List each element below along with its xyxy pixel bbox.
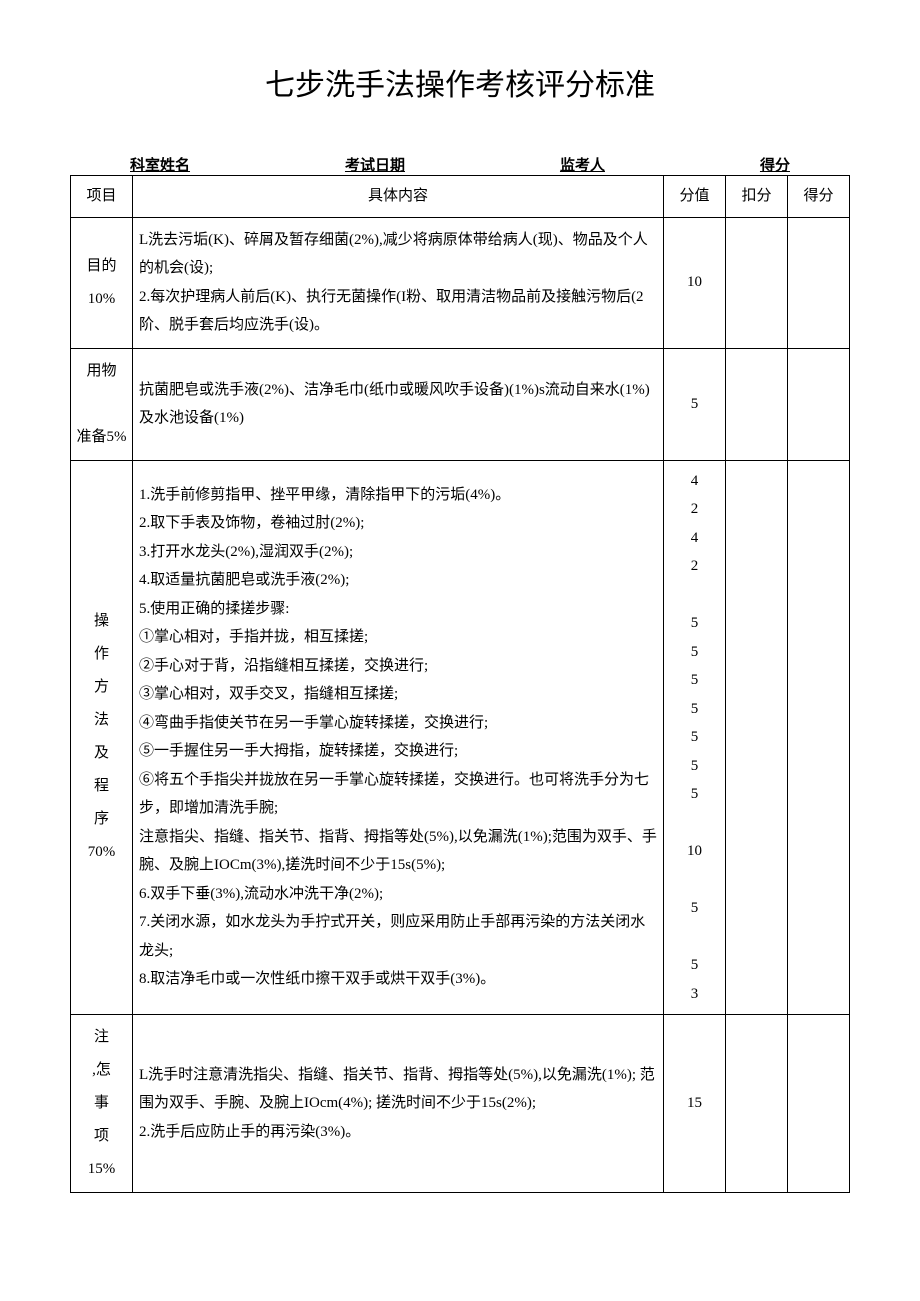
score-cell: 15 (664, 1015, 726, 1193)
score-cell: 5 (664, 348, 726, 460)
page-title: 七步洗手法操作考核评分标准 (70, 60, 850, 104)
deduct-cell (726, 217, 788, 348)
table-header-row: 项目 具体内容 分值 扣分 得分 (71, 176, 850, 218)
header-deduct: 扣分 (726, 176, 788, 218)
exam-date-label: 考试日期 (345, 154, 405, 175)
table-row: 目的 10% L洗去污垢(K)、碎屑及暂存细菌(2%),减少将病原体带给病人(现… (71, 217, 850, 348)
header-value: 分值 (664, 176, 726, 218)
table-row: 注 ,怎 事 项 15% L洗手时注意清洗指尖、指缝、指关节、指背、拇指等处(5… (71, 1015, 850, 1193)
got-cell (788, 460, 850, 1015)
project-cell: 操 作 方 法 及 程 序 70% (71, 460, 133, 1015)
proctor-label: 监考人 (560, 154, 605, 175)
content-cell: L洗手时注意清洗指尖、指缝、指关节、指背、拇指等处(5%),以免漏洗(1%); … (133, 1015, 664, 1193)
evaluation-table: 项目 具体内容 分值 扣分 得分 目的 10% L洗去污垢(K)、碎屑及暂存细菌… (70, 175, 850, 1193)
header-got: 得分 (788, 176, 850, 218)
content-cell: 抗菌肥皂或洗手液(2%)、洁净毛巾(纸巾或暖风吹手设备)(1%)s流动自来水(1… (133, 348, 664, 460)
header-content: 具体内容 (133, 176, 664, 218)
project-cell: 目的 10% (71, 217, 133, 348)
content-cell: 1.洗手前修剪指甲、挫平甲缘，清除指甲下的污垢(4%)。 2.取下手表及饰物，卷… (133, 460, 664, 1015)
project-cell: 用物 准备5% (71, 348, 133, 460)
table-row: 操 作 方 法 及 程 序 70% 1.洗手前修剪指甲、挫平甲缘，清除指甲下的污… (71, 460, 850, 1015)
score-label: 得分 (760, 154, 790, 175)
got-cell (788, 1015, 850, 1193)
score-cell: 10 (664, 217, 726, 348)
deduct-cell (726, 1015, 788, 1193)
dept-name-label: 科室姓名 (130, 154, 190, 175)
table-row: 用物 准备5% 抗菌肥皂或洗手液(2%)、洁净毛巾(纸巾或暖风吹手设备)(1%)… (71, 348, 850, 460)
project-cell: 注 ,怎 事 项 15% (71, 1015, 133, 1193)
deduct-cell (726, 348, 788, 460)
got-cell (788, 217, 850, 348)
header-project: 项目 (71, 176, 133, 218)
got-cell (788, 348, 850, 460)
deduct-cell (726, 460, 788, 1015)
content-cell: L洗去污垢(K)、碎屑及暂存细菌(2%),减少将病原体带给病人(现)、物品及个人… (133, 217, 664, 348)
meta-line: 科室姓名 考试日期 监考人 得分 (70, 154, 850, 175)
score-cell: 4 2 4 2 5 5 5 5 5 5 5 10 5 5 3 (664, 460, 726, 1015)
